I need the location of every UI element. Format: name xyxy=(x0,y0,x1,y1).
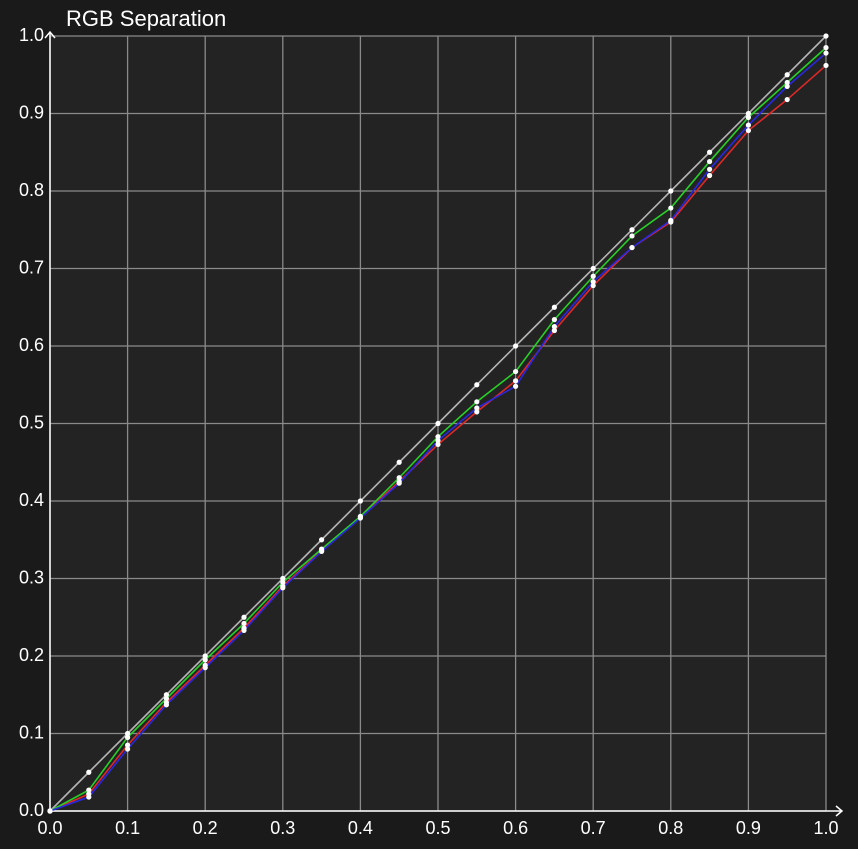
data-point xyxy=(241,627,247,634)
y-tick-label: 0.3 xyxy=(19,567,44,587)
y-tick-label: 1.0 xyxy=(19,25,44,45)
data-point xyxy=(474,399,480,405)
data-point xyxy=(513,368,519,375)
data-point xyxy=(125,742,131,748)
data-point xyxy=(396,459,402,465)
data-point xyxy=(125,734,131,740)
data-point xyxy=(125,730,131,737)
y-tick-label: 0.9 xyxy=(19,102,44,122)
data-point xyxy=(668,217,674,224)
data-point xyxy=(513,343,519,349)
data-point xyxy=(202,653,208,659)
data-point xyxy=(668,188,674,194)
data-point xyxy=(590,265,596,272)
data-point xyxy=(396,475,402,481)
data-point xyxy=(280,585,286,591)
data-point xyxy=(396,480,402,486)
x-tick-label: 0.6 xyxy=(503,818,528,838)
data-point xyxy=(202,657,208,663)
data-point xyxy=(551,324,558,330)
data-point xyxy=(86,787,92,793)
data-point xyxy=(435,437,441,444)
data-point xyxy=(202,665,208,671)
x-axis xyxy=(50,805,844,817)
data-point xyxy=(707,158,713,165)
data-point xyxy=(823,50,829,56)
x-tick-label: 0.4 xyxy=(348,818,373,838)
data-point xyxy=(629,244,635,251)
data-point xyxy=(513,383,519,389)
y-axis xyxy=(44,30,56,811)
data-point xyxy=(629,227,635,233)
data-point xyxy=(513,378,519,384)
data-point xyxy=(784,72,790,78)
x-tick-label: 0.5 xyxy=(425,818,450,838)
data-point xyxy=(823,45,829,51)
data-point xyxy=(163,702,169,708)
data-point xyxy=(280,575,286,582)
data-point xyxy=(474,409,480,415)
data-point xyxy=(86,794,92,800)
x-tick-label: 0.8 xyxy=(658,818,683,838)
data-point xyxy=(241,620,247,627)
data-point xyxy=(125,746,131,752)
x-tick-label: 0.7 xyxy=(581,818,606,838)
data-point xyxy=(590,273,596,279)
data-point xyxy=(745,122,752,128)
x-tick-label: 0.2 xyxy=(193,818,218,838)
data-point xyxy=(435,434,441,440)
y-tick-label: 0.0 xyxy=(19,800,44,820)
data-point xyxy=(745,114,752,120)
data-point xyxy=(668,205,674,211)
y-tick-label: 0.6 xyxy=(19,335,44,355)
y-tick-label: 0.1 xyxy=(19,722,44,742)
chart-title: RGB Separation xyxy=(66,6,226,31)
x-tick-label: 1.0 xyxy=(813,818,838,838)
data-point xyxy=(629,233,635,239)
data-point xyxy=(784,96,790,103)
data-point xyxy=(707,149,713,155)
data-point xyxy=(357,498,363,504)
data-point xyxy=(435,441,441,448)
data-point xyxy=(707,166,713,172)
x-tick-label: 0.0 xyxy=(37,818,62,838)
data-point xyxy=(474,382,480,388)
y-tick-label: 0.5 xyxy=(19,412,44,432)
data-point xyxy=(823,62,829,69)
y-tick-label: 0.7 xyxy=(19,257,44,277)
x-tick-label: 0.3 xyxy=(270,818,295,838)
data-point xyxy=(163,692,169,698)
data-point xyxy=(784,83,790,89)
data-point xyxy=(784,79,790,86)
data-point xyxy=(319,537,325,543)
data-point xyxy=(707,172,713,179)
data-point xyxy=(319,548,325,554)
data-point xyxy=(551,327,558,334)
data-point xyxy=(551,317,558,323)
x-tick-label: 0.9 xyxy=(736,818,761,838)
data-point xyxy=(435,420,441,427)
data-point xyxy=(823,33,829,39)
data-point xyxy=(86,769,92,775)
data-point xyxy=(745,127,752,134)
y-tick-label: 0.8 xyxy=(19,180,44,200)
data-point xyxy=(551,304,558,310)
data-point xyxy=(47,808,53,814)
data-point xyxy=(590,279,596,285)
data-point xyxy=(163,696,169,702)
data-point xyxy=(241,614,247,620)
data-point xyxy=(280,579,286,585)
data-point xyxy=(745,110,752,117)
y-tick-label: 0.2 xyxy=(19,645,44,665)
data-point xyxy=(357,515,363,521)
x-tick-label: 0.1 xyxy=(115,818,140,838)
data-point xyxy=(590,282,596,289)
y-tick-label: 0.4 xyxy=(19,490,44,510)
data-point xyxy=(474,405,480,411)
